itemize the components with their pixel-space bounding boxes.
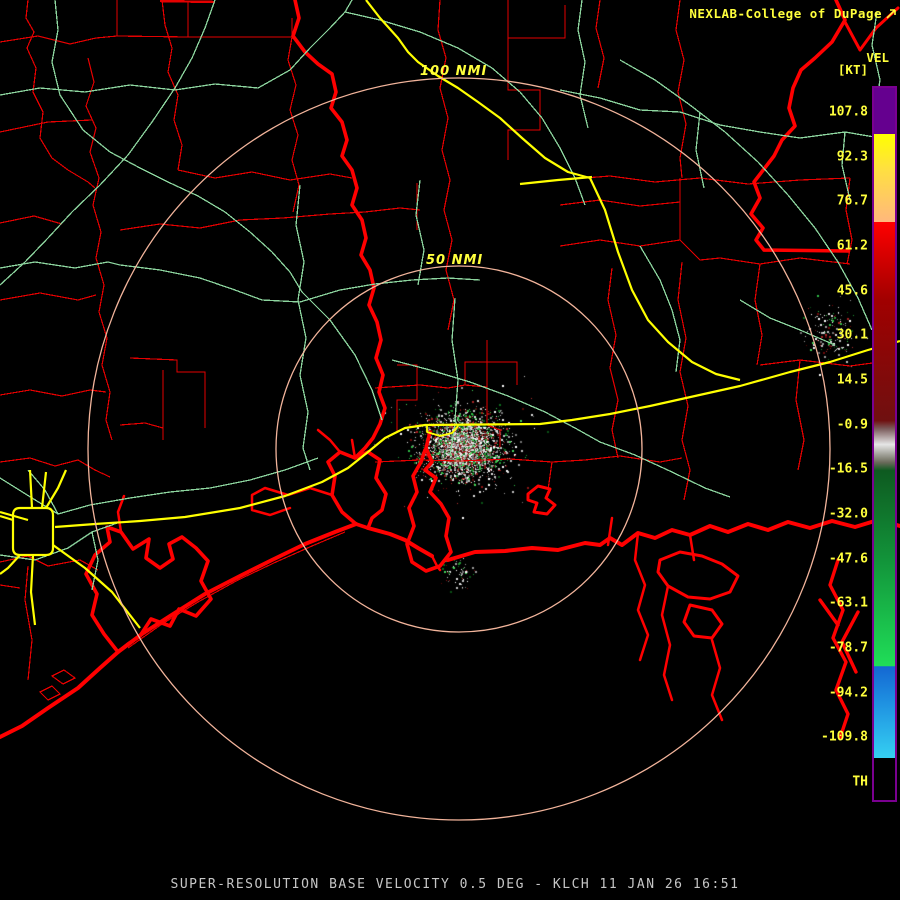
- range-ring-50nmi: [275, 265, 643, 633]
- colorbar-units-label: [KT]: [837, 62, 868, 77]
- colorbar-tick--63.1: -63.1: [828, 595, 868, 611]
- colorbar-tick--32.0: -32.0: [828, 506, 868, 522]
- colorbar-tick--109.8: -109.8: [821, 729, 868, 745]
- range-ring-100nmi: [87, 77, 831, 821]
- range-ring-label-100nmi: 100 NMI: [420, 64, 488, 79]
- colorbar-tick-45.6: 45.6: [836, 283, 868, 299]
- range-ring-label-50nmi: 50 NMI: [426, 253, 484, 268]
- highway-lines: [0, 0, 900, 629]
- college-of-dupage-logo-icon: [886, 9, 896, 19]
- colorbar-gradient: [874, 88, 895, 800]
- colorbar-tick--16.5: -16.5: [828, 461, 868, 477]
- colorbar-tick-14.5: 14.5: [836, 372, 868, 388]
- water-coastline-lines: [0, 0, 900, 740]
- colorbar-tick-76.7: 76.7: [836, 193, 868, 209]
- colorbar-field-label: VEL: [866, 50, 889, 65]
- product-title: SUPER-RESOLUTION BASE VELOCITY 0.5 DEG -…: [170, 877, 740, 892]
- colorbar-tick--47.6: -47.6: [828, 551, 868, 567]
- colorbar-tick-TH: TH: [852, 774, 868, 790]
- velocity-colorbar: [872, 86, 897, 802]
- secondary-road-lines: [0, 0, 881, 591]
- colorbar-tick--0.9: -0.9: [836, 417, 868, 433]
- colorbar-tick-92.3: 92.3: [836, 149, 868, 165]
- county-boundary-lines: [0, 0, 881, 701]
- colorbar-tick-107.8: 107.8: [828, 104, 868, 120]
- colorbar-tick--94.2: -94.2: [828, 685, 868, 701]
- colorbar-tick--78.7: -78.7: [828, 640, 868, 656]
- header-attribution: NEXLAB-College of DuPage: [689, 6, 898, 21]
- attribution-text: NEXLAB-College of DuPage: [689, 6, 882, 21]
- colorbar-tick-30.1: 30.1: [836, 327, 868, 343]
- colorbar-tick-61.2: 61.2: [836, 238, 868, 254]
- range-rings: [87, 77, 831, 821]
